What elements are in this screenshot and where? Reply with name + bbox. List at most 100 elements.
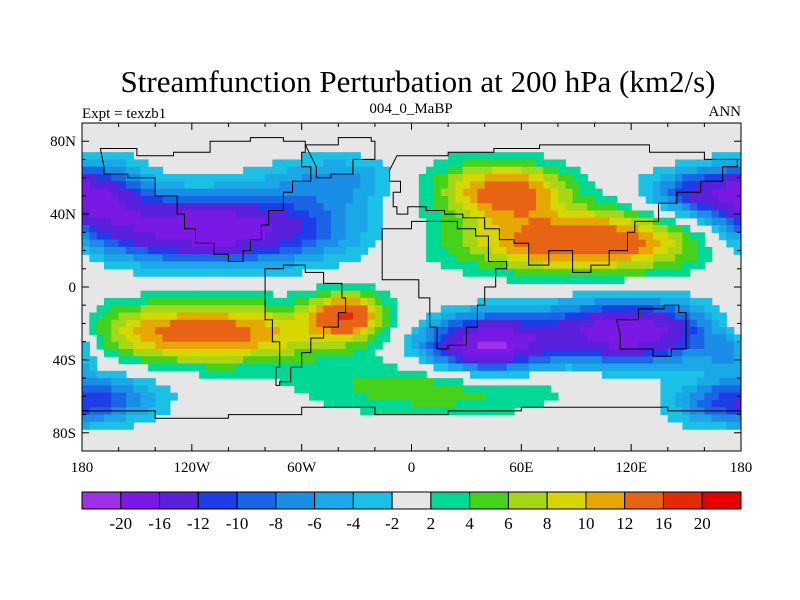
field-cell: [287, 297, 295, 306]
field-cell: [550, 356, 559, 365]
field-cell: [177, 217, 186, 226]
field-cell: [631, 268, 640, 277]
field-cell: [338, 254, 347, 263]
field-cell: [653, 166, 662, 175]
field-cell: [448, 166, 457, 175]
field-cell: [228, 239, 237, 248]
field-cell: [162, 268, 171, 277]
field-cell: [103, 232, 112, 241]
field-cell: [660, 174, 669, 182]
field-cell: [565, 297, 574, 306]
field-cell: [660, 312, 669, 321]
field-cell: [579, 290, 588, 299]
field-cell: [521, 356, 530, 365]
field-cell: [235, 268, 244, 277]
field-cell: [155, 166, 164, 175]
field-cell: [587, 225, 596, 233]
field-cell: [667, 166, 676, 175]
field-cell: [528, 217, 537, 226]
field-cell: [418, 378, 427, 386]
field-cell: [594, 195, 603, 204]
field-cell: [609, 232, 618, 241]
field-cell: [279, 239, 288, 248]
field-cell: [140, 399, 149, 408]
field-cell: [360, 246, 369, 255]
field-cell: [675, 239, 684, 248]
field-cell: [543, 246, 552, 255]
field-cell: [638, 246, 647, 255]
field-cell: [155, 341, 164, 350]
field-cell: [433, 378, 442, 386]
field-cell: [213, 246, 222, 255]
field-cell: [213, 232, 222, 241]
field-cell: [96, 239, 105, 248]
field-cell: [521, 399, 530, 408]
field-cell: [653, 370, 662, 379]
field-cell: [601, 195, 610, 204]
field-cell: [667, 232, 676, 241]
field-cell: [147, 319, 156, 328]
field-cell: [616, 297, 625, 306]
field-cell: [118, 166, 127, 175]
y-tick-label: 80S: [53, 426, 76, 442]
field-cell: [521, 268, 530, 277]
field-cell: [250, 363, 259, 372]
field-cell: [426, 392, 435, 401]
x-tick-label: 180: [71, 460, 94, 476]
field-cell: [477, 392, 486, 401]
field-cell: [279, 166, 288, 175]
field-cell: [711, 210, 720, 219]
field-cell: [177, 341, 186, 350]
field-cell: [162, 174, 171, 182]
colorbar-label: 20: [694, 514, 711, 533]
field-cell: [330, 399, 339, 408]
field-cell: [243, 188, 252, 197]
field-cell: [316, 232, 325, 241]
field-cell: [484, 261, 493, 270]
field-cell: [440, 341, 449, 350]
field-cell: [125, 334, 134, 343]
field-cell: [543, 210, 552, 219]
field-cell: [653, 319, 662, 328]
field-cell: [470, 319, 478, 328]
field-cell: [206, 210, 215, 219]
field-cell: [616, 268, 625, 277]
field-cell: [257, 246, 266, 255]
field-cell: [726, 225, 735, 233]
field-cell: [535, 174, 544, 182]
field-cell: [250, 166, 259, 175]
field-cell: [177, 225, 186, 233]
field-cell: [294, 327, 303, 335]
field-cell: [682, 421, 691, 430]
field-cell: [257, 210, 266, 219]
field-cell: [111, 348, 120, 357]
field-cell: [535, 268, 544, 277]
field-cell: [316, 152, 325, 161]
field-cell: [301, 210, 310, 219]
field-cell: [352, 225, 361, 233]
field-cell: [484, 370, 493, 379]
field-cell: [726, 195, 735, 204]
field-cell: [221, 174, 230, 182]
field-cell: [330, 152, 339, 161]
field-cell: [147, 195, 156, 204]
field-cell: [572, 363, 581, 372]
field-cell: [660, 327, 669, 335]
field-cell: [514, 203, 522, 212]
field-cell: [191, 181, 200, 190]
field-cell: [374, 341, 383, 350]
field-cell: [352, 174, 361, 182]
field-cell: [477, 327, 486, 335]
field-cell: [308, 297, 317, 306]
field-cell: [125, 305, 134, 314]
field-cell: [565, 356, 574, 365]
field-cell: [184, 297, 193, 306]
field-cell: [557, 276, 566, 284]
field-cell: [462, 319, 471, 328]
field-cell: [265, 363, 273, 372]
field-cell: [733, 195, 741, 204]
field-cell: [301, 188, 310, 197]
field-cell: [440, 378, 449, 386]
field-cell: [279, 327, 288, 335]
field-cell: [411, 407, 420, 416]
